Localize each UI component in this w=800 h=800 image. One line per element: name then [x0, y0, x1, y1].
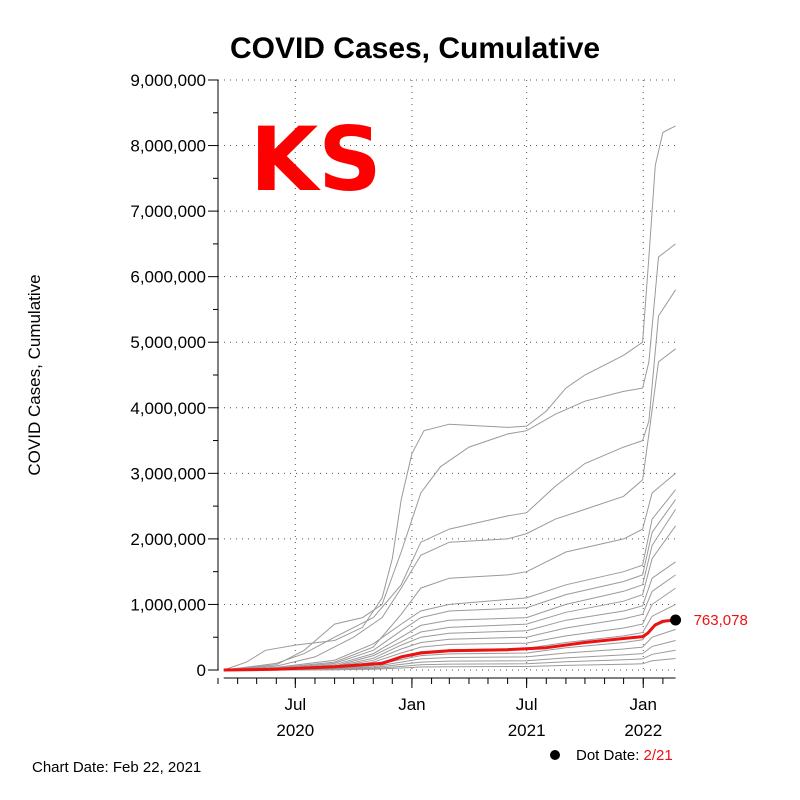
x-tick-label: Jan	[398, 695, 425, 714]
footer: Chart Date: Feb 22, 2021 Dot Date: 2/21	[32, 747, 673, 776]
series-line	[223, 243, 676, 671]
y-tick-label: 2,000,000	[130, 530, 206, 549]
x-year-label: 2021	[508, 721, 546, 740]
highlight-series: 763,078	[223, 612, 748, 672]
y-axis-label: COVID Cases, Cumulative	[25, 274, 44, 475]
highlight-line	[223, 618, 676, 672]
chart-date-text: Chart Date: Feb 22, 2021	[32, 759, 201, 776]
end-value-label: 763,078	[694, 612, 748, 629]
series-line	[223, 499, 677, 671]
series-line	[223, 472, 676, 671]
x-tick-label: Jul	[284, 695, 306, 714]
x-tick-label: Jan	[630, 695, 657, 714]
y-axis-ticks: 0 1,000,000 2,000,000 3,000,000 4,000,000 5,0…	[130, 71, 218, 680]
dot-date-label: Dot Date:	[576, 747, 644, 764]
y-tick-label: 0	[197, 661, 206, 680]
state-label: KS	[250, 108, 382, 211]
series-line	[223, 489, 676, 671]
dot-date-value: 2/21	[644, 747, 673, 764]
x-axis-ticks: Jul 2020 Jan Jul 2021 Jan 2022	[217, 678, 664, 740]
series-line	[223, 289, 677, 671]
grid	[218, 79, 680, 671]
dot-legend-marker	[550, 750, 560, 760]
y-tick-label: 5,000,000	[130, 333, 206, 352]
y-tick-label: 3,000,000	[130, 464, 206, 483]
y-tick-label: 1,000,000	[130, 595, 206, 614]
y-tick-label: 8,000,000	[130, 137, 206, 156]
series-line	[223, 125, 676, 671]
x-tick-label: Jul	[516, 695, 538, 714]
y-tick-label: 4,000,000	[130, 399, 206, 418]
y-tick-label: 6,000,000	[130, 268, 206, 287]
y-tick-label: 9,000,000	[130, 71, 206, 90]
end-dot	[670, 614, 682, 626]
x-year-label: 2020	[276, 721, 314, 740]
series-line	[223, 658, 676, 671]
series-line	[223, 509, 677, 671]
x-year-label: 2022	[624, 721, 662, 740]
series-line	[223, 525, 677, 671]
series-line	[223, 348, 676, 671]
chart-title: COVID Cases, Cumulative	[230, 32, 600, 65]
y-tick-label: 7,000,000	[130, 202, 206, 221]
dot-date-text: Dot Date: 2/21	[576, 747, 673, 764]
